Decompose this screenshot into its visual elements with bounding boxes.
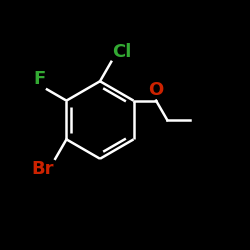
Text: O: O bbox=[148, 82, 164, 99]
Text: F: F bbox=[34, 70, 46, 88]
Text: Br: Br bbox=[32, 160, 54, 178]
Text: Cl: Cl bbox=[112, 42, 132, 60]
